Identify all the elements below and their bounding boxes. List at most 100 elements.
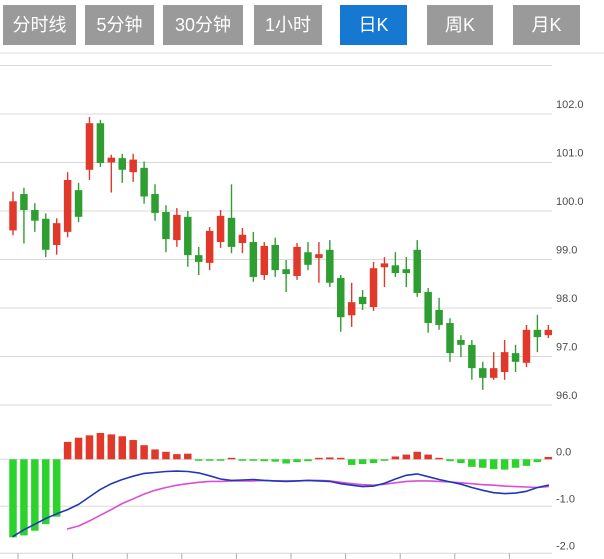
tab-30min[interactable]: 30分钟 (163, 5, 243, 45)
macd-axis-label: -1.0 (556, 493, 575, 505)
macd-bar (489, 459, 498, 470)
tab-5min[interactable]: 5分钟 (85, 5, 154, 45)
candle-body (489, 368, 498, 378)
candle-body (544, 329, 553, 336)
candle-body (479, 368, 487, 378)
macd-bar (533, 459, 542, 463)
candle-body (402, 269, 411, 274)
candle-body (457, 340, 465, 345)
macd-bar (260, 459, 269, 462)
macd-bar (74, 437, 83, 460)
dif-line (12, 470, 550, 538)
macd-bar (194, 459, 203, 461)
candle-body (293, 246, 301, 276)
macd-bar (479, 459, 487, 468)
macd-bar (358, 459, 367, 464)
candle-body (9, 201, 17, 231)
candle-body (118, 158, 126, 170)
candle-body (74, 190, 83, 217)
macd-bar (238, 459, 247, 461)
candle-body (435, 309, 443, 325)
macd-bar (52, 459, 61, 517)
candle-body (358, 296, 367, 305)
macd-bar (282, 459, 290, 464)
macd-bar (162, 451, 170, 460)
candle-body (85, 123, 94, 170)
candle-body (337, 277, 345, 318)
macd-bar (107, 434, 116, 460)
price-axis-label: 97.0 (556, 342, 577, 354)
price-axis-label: 100.0 (556, 196, 584, 208)
macd-bar (511, 459, 520, 468)
macd-bar (304, 459, 312, 462)
candle-body (31, 210, 39, 221)
tab-1hour[interactable]: 1小时 (254, 5, 322, 45)
candle-body (184, 216, 192, 256)
candle-body (42, 218, 50, 250)
macd-bar (326, 457, 334, 460)
macd-bar (337, 457, 345, 460)
candle-body (326, 249, 334, 283)
macd-bar (413, 451, 421, 460)
macd-bar (9, 459, 17, 538)
candle-body (315, 254, 323, 259)
macd-bar (500, 459, 509, 470)
candle-body (347, 302, 356, 316)
macd-bar (249, 459, 258, 461)
candle-body (446, 323, 454, 354)
candle-body (282, 269, 290, 275)
macd-bar (85, 435, 94, 460)
candle-body (500, 352, 509, 373)
tab-bar: 分时线 5分钟 30分钟 1小时 日K 周K 月K (0, 0, 604, 53)
macd-bar (522, 459, 531, 466)
macd-axis-label: -2.0 (556, 540, 575, 552)
candle-body (468, 344, 476, 369)
macd-bar (42, 459, 50, 525)
candle-body (194, 255, 203, 262)
macd-bar (457, 459, 465, 464)
candle-body (216, 215, 225, 243)
macd-bar (129, 440, 137, 460)
candle-body (151, 194, 159, 213)
tab-weekly-k[interactable]: 周K (427, 5, 493, 45)
macd-bar (227, 457, 236, 460)
macd-axis-label: 0.0 (556, 446, 571, 458)
candle-body (20, 194, 28, 211)
price-axis-label: 96.0 (556, 390, 577, 402)
candle-body (140, 167, 148, 197)
candle-body (511, 353, 520, 362)
candle-body (380, 263, 389, 268)
macd-bar (96, 432, 105, 460)
candle-body (52, 223, 61, 245)
macd-bar (446, 459, 454, 462)
candle-body (271, 244, 279, 271)
macd-bar (271, 459, 279, 462)
macd-bar (369, 459, 378, 464)
macd-bar (216, 459, 225, 461)
macd-bar (315, 457, 323, 460)
candle-body (162, 211, 170, 240)
macd-bar (20, 459, 28, 536)
macd-bar (391, 456, 400, 460)
macd-bar (347, 459, 356, 465)
macd-bar (151, 449, 159, 460)
candle-body (249, 242, 258, 277)
price-axis-label: 101.0 (556, 148, 584, 160)
macd-bar (468, 459, 476, 467)
candle-body (369, 268, 378, 308)
candle-body (413, 249, 421, 293)
tab-daily-k[interactable]: 日K (340, 5, 407, 45)
macd-bar (205, 459, 214, 461)
dea-line (66, 479, 550, 530)
macd-bar (435, 457, 443, 460)
candle-body (424, 291, 432, 324)
tab-monthly-k[interactable]: 月K (513, 5, 580, 45)
tab-timeshare[interactable]: 分时线 (3, 5, 76, 45)
macd-bar (63, 441, 72, 460)
candle-body (96, 123, 105, 163)
price-axis-label: 98.0 (556, 293, 577, 305)
candle-body (205, 230, 214, 263)
macd-bar (293, 459, 301, 463)
